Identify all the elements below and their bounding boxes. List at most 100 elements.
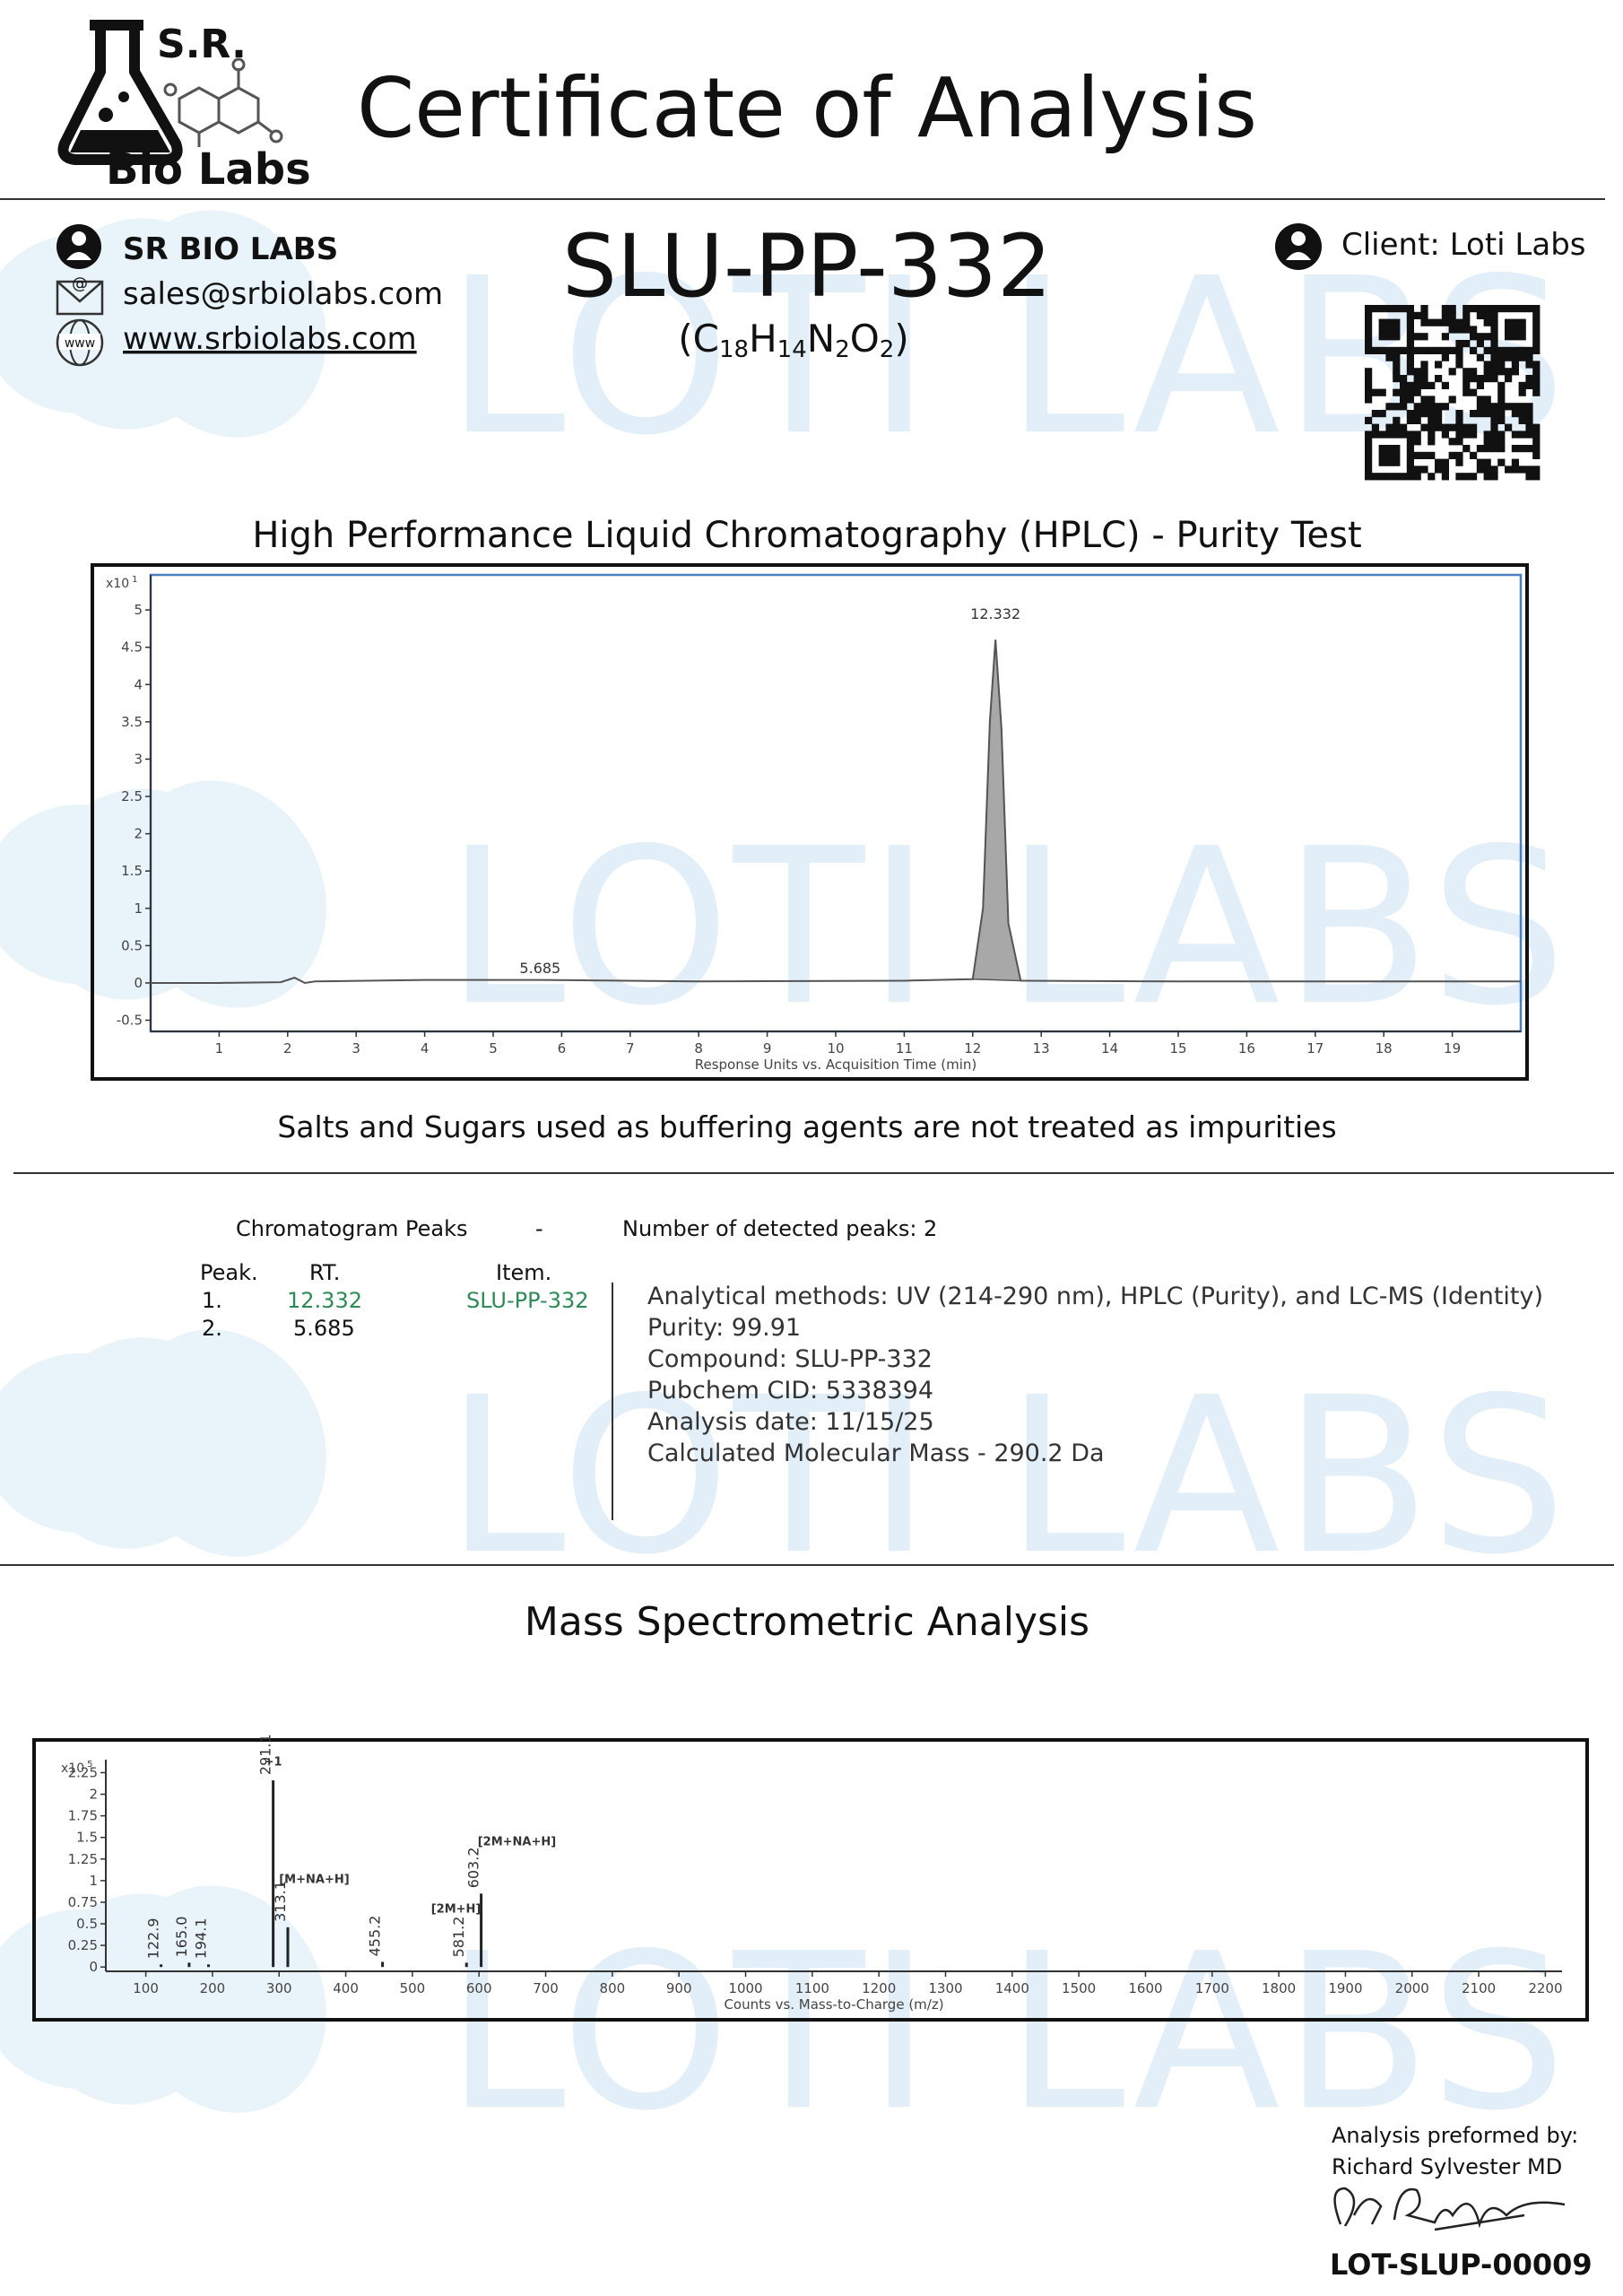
spectrum-peak bbox=[160, 1964, 163, 1968]
x-tick-label: 8 bbox=[694, 1040, 703, 1057]
qr-cell bbox=[1448, 305, 1456, 313]
qr-cell bbox=[1532, 430, 1541, 439]
qr-cell bbox=[1455, 451, 1463, 459]
qr-cell bbox=[1406, 416, 1414, 424]
qr-cell bbox=[1532, 361, 1541, 369]
qr-cell bbox=[1497, 438, 1506, 446]
qr-cell bbox=[1518, 333, 1526, 341]
qr-cell bbox=[1378, 458, 1386, 466]
watermark-leaf bbox=[33, 788, 236, 1000]
x-tick-label: 4 bbox=[421, 1040, 430, 1057]
qr-cell bbox=[1378, 326, 1386, 334]
table-cell: 2. bbox=[202, 1316, 222, 1341]
qr-cell bbox=[1400, 423, 1408, 431]
info-line: Analytical methods: UV (214-290 nm), HPL… bbox=[647, 1283, 1543, 1310]
qr-cell bbox=[1505, 368, 1513, 376]
qr-cell bbox=[1365, 326, 1373, 334]
qr-cell bbox=[1462, 311, 1471, 319]
qr-cell bbox=[1483, 430, 1491, 439]
qr-cell bbox=[1413, 438, 1421, 446]
formula-subscript: 2 bbox=[835, 336, 850, 363]
qr-cell bbox=[1435, 410, 1443, 418]
qr-cell bbox=[1470, 410, 1478, 418]
logo: S.R. Bio Labs bbox=[57, 20, 311, 195]
qr-code[interactable] bbox=[1365, 305, 1541, 481]
annotation: [M+NA+H] bbox=[279, 1874, 349, 1887]
formula-text: O bbox=[850, 317, 880, 361]
qr-cell bbox=[1525, 423, 1533, 431]
qr-cell bbox=[1428, 416, 1436, 424]
qr-cell bbox=[1483, 361, 1491, 369]
qr-cell bbox=[1505, 346, 1513, 354]
qr-cell bbox=[1532, 473, 1541, 481]
y-tick-label: 3 bbox=[134, 751, 143, 767]
qr-cell bbox=[1448, 438, 1456, 446]
qr-cell bbox=[1483, 318, 1491, 326]
qr-cell bbox=[1490, 353, 1498, 361]
qr-cell bbox=[1406, 333, 1414, 341]
table-separator: - bbox=[535, 1216, 543, 1241]
qr-cell bbox=[1406, 305, 1414, 313]
qr-cell bbox=[1505, 318, 1513, 326]
qr-cell bbox=[1385, 318, 1393, 326]
y-tick-label: 2.5 bbox=[121, 788, 143, 804]
qr-cell bbox=[1476, 396, 1484, 404]
x-tick-label: 9 bbox=[763, 1040, 772, 1057]
qr-cell bbox=[1420, 346, 1428, 354]
company-website[interactable]: www.srbiolabs.com bbox=[123, 321, 417, 357]
x-axis-label: Response Units vs. Acquisition Time (min… bbox=[695, 1057, 977, 1073]
x-tick-label: 2 bbox=[283, 1040, 292, 1057]
x-tick-label: 14 bbox=[1101, 1040, 1118, 1057]
qr-cell bbox=[1476, 375, 1484, 383]
qr-cell bbox=[1441, 403, 1449, 411]
x-tick-label: 11 bbox=[896, 1040, 913, 1057]
qr-cell bbox=[1511, 346, 1519, 354]
qr-cell bbox=[1378, 388, 1386, 396]
x-tick-label: 300 bbox=[266, 1980, 292, 1996]
qr-cell bbox=[1406, 410, 1414, 418]
qr-cell bbox=[1455, 361, 1463, 369]
qr-cell bbox=[1406, 368, 1414, 376]
qr-cell bbox=[1400, 430, 1408, 439]
x-tick-label: 1700 bbox=[1195, 1980, 1229, 1996]
annotation: 5.685 bbox=[519, 960, 560, 977]
qr-cell bbox=[1511, 430, 1519, 439]
qr-cell bbox=[1476, 340, 1484, 348]
spectrum-peak bbox=[381, 1961, 385, 1968]
x-tick-label: 7 bbox=[626, 1040, 635, 1057]
qr-cell bbox=[1470, 326, 1478, 334]
qr-cell bbox=[1406, 340, 1414, 348]
qr-cell bbox=[1511, 305, 1519, 313]
formula-subscript: 2 bbox=[880, 336, 895, 363]
watermark-text: LOTI LABS bbox=[446, 231, 1567, 483]
qr-cell bbox=[1385, 423, 1393, 431]
qr-cell bbox=[1365, 416, 1373, 424]
qr-cell bbox=[1532, 451, 1541, 459]
qr-cell bbox=[1483, 465, 1491, 474]
qr-cell bbox=[1393, 403, 1401, 411]
qr-cell bbox=[1371, 410, 1379, 418]
qr-cell bbox=[1413, 451, 1421, 459]
qr-cell bbox=[1470, 305, 1478, 313]
qr-cell bbox=[1483, 458, 1491, 466]
formula-text: N bbox=[807, 317, 835, 361]
qr-cell bbox=[1393, 458, 1401, 466]
qr-cell bbox=[1420, 375, 1428, 383]
x-tick-label: 200 bbox=[200, 1980, 226, 1996]
qr-cell bbox=[1441, 473, 1449, 481]
qr-cell bbox=[1505, 423, 1513, 431]
table-cell: 12.332 bbox=[287, 1288, 362, 1313]
qr-cell bbox=[1406, 451, 1414, 459]
qr-cell bbox=[1365, 375, 1373, 383]
qr-cell bbox=[1511, 318, 1519, 326]
qr-cell bbox=[1505, 465, 1513, 474]
web-icon: www bbox=[56, 318, 104, 367]
qr-cell bbox=[1448, 396, 1456, 404]
qr-cell bbox=[1532, 423, 1541, 431]
qr-cell bbox=[1532, 388, 1541, 396]
y-tick-label: 5 bbox=[134, 602, 143, 618]
qr-cell bbox=[1462, 430, 1471, 439]
qr-cell bbox=[1435, 403, 1443, 411]
qr-cell bbox=[1525, 305, 1533, 313]
